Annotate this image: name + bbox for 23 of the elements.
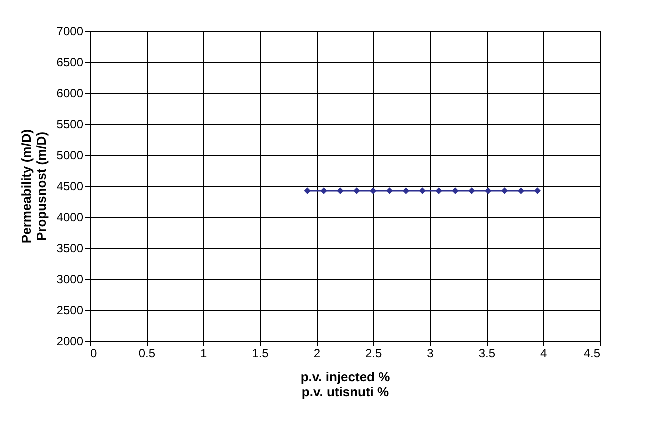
x-tick-label: 1.5	[252, 346, 270, 360]
y-tick-label: 3500	[56, 242, 84, 256]
y-tick-label: 4500	[56, 180, 84, 194]
y-tick-label: 2500	[56, 304, 84, 318]
y-tick-label: 5500	[56, 118, 84, 132]
x-tick-label: 2.5	[365, 346, 382, 360]
x-tick-label: 4	[540, 346, 548, 360]
x-tick-label: 0	[90, 346, 98, 360]
x-tick-label: 2	[314, 346, 321, 360]
x-tick-label: 4.5	[584, 346, 601, 360]
x-tick-label: 3	[427, 346, 434, 360]
y-tick-label: 2000	[56, 334, 84, 348]
x-tick-label: 0.5	[138, 346, 156, 360]
y-tick-label: 5000	[56, 148, 84, 162]
y-tick-label: 3000	[56, 272, 84, 286]
y-tick-label: 7000	[56, 24, 84, 38]
x-tick-label: 3.5	[478, 346, 496, 360]
y-axis-title: Permeability (m/D) Propusnost (m/D)	[18, 129, 49, 244]
x-tick-label: 1	[200, 346, 208, 360]
y-tick-label: 6000	[56, 86, 84, 100]
y-tick-label: 6500	[56, 56, 84, 70]
x-axis-title: p.v. injected % p.v. utisnuti %	[300, 370, 391, 400]
y-tick-label: 4000	[56, 210, 84, 224]
